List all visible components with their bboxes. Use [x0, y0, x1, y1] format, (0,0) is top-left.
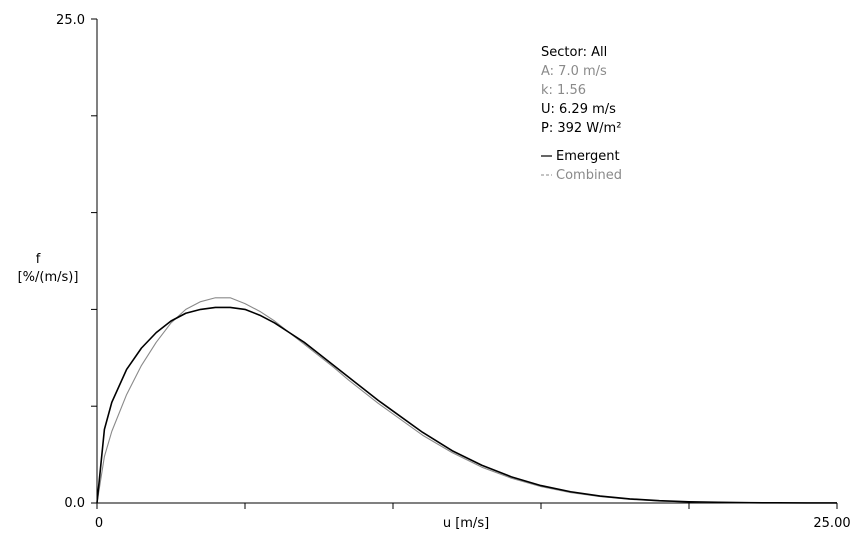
- legend: Sector: All A: 7.0 m/s k: 1.56 U: 6.29 m…: [541, 45, 622, 183]
- legend-power-density: P: 392 W/m²: [541, 121, 621, 136]
- x-tick-label-min: 0: [95, 516, 103, 531]
- legend-sector: Sector: All: [541, 45, 607, 60]
- series-line-combined: [96, 297, 838, 504]
- series-lines: [96, 297, 838, 504]
- series-line-emergent: [96, 306, 838, 504]
- legend-emergent-label: Emergent: [556, 149, 620, 164]
- axes: [96, 19, 837, 504]
- y-tick-label-min: 0.0: [64, 496, 85, 511]
- legend-weibull-k: k: 1.56: [541, 83, 586, 98]
- y-axis-label: f: [36, 252, 41, 267]
- legend-mean-speed: U: 6.29 m/s: [541, 102, 616, 117]
- y-tick-label-max: 25.0: [56, 13, 85, 28]
- legend-combined-label: Combined: [556, 168, 622, 183]
- x-axis-label: u [m/s]: [443, 516, 489, 531]
- legend-weibull-a: A: 7.0 m/s: [541, 64, 607, 79]
- axis-ticks: [91, 18, 838, 509]
- y-axis-unit-label: [%/(m/s)]: [18, 270, 79, 285]
- x-tick-label-max: 25.00: [813, 516, 850, 531]
